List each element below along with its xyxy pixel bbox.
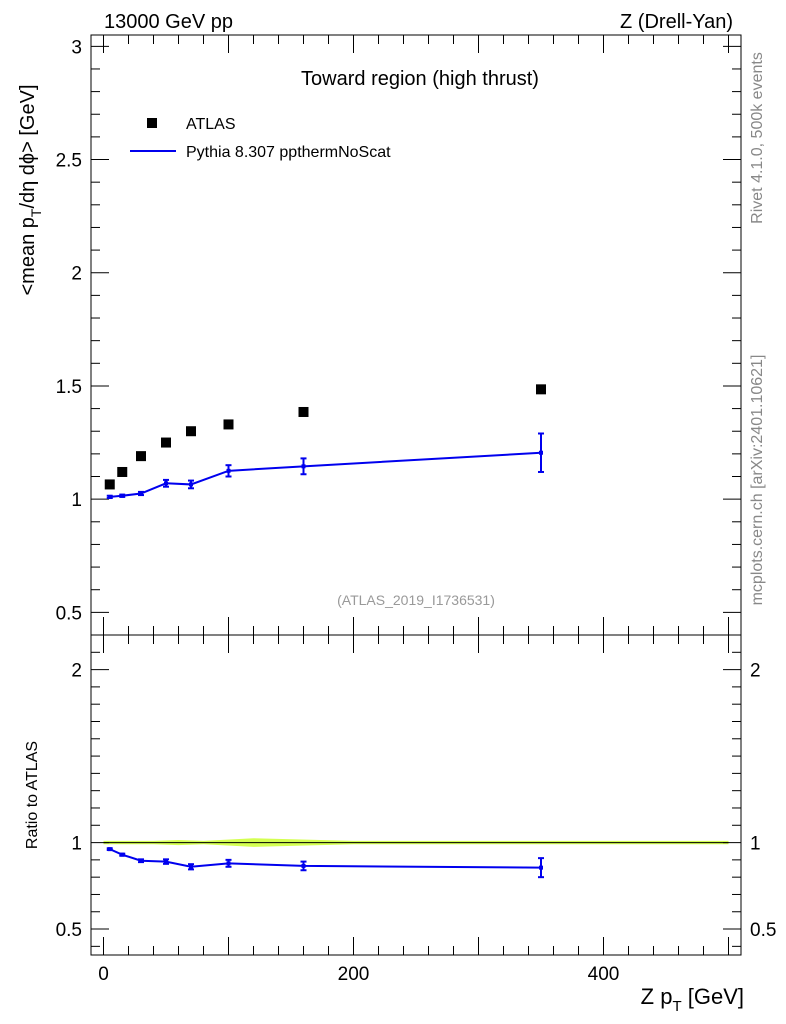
pythia-line — [109, 451, 542, 498]
ratio-point — [164, 859, 168, 864]
ratio-y-tick-label-right: 2 — [750, 661, 761, 682]
main-ylabel-part2: /dη dϕ> [GeV] — [17, 84, 39, 208]
ratio-y-tick-label-right: 1 — [750, 834, 761, 855]
mcplots-label: mcplots.cern.ch [arXiv:2401.10621] — [749, 355, 766, 606]
x-axis-label: Z pT [GeV] — [641, 984, 744, 1015]
energy-label: 13000 GeV pp — [104, 11, 233, 33]
ratio-point — [107, 847, 112, 852]
main-panel: 0.5 1 1.5 2 2.5 3 Toward region (high thrust)… — [17, 34, 742, 636]
ratio-frame — [90, 634, 742, 956]
legend-atlas-label: ATLAS — [186, 116, 236, 133]
main-ylabel-part1: <mean p — [17, 217, 39, 295]
main-x-ticks — [103, 35, 729, 635]
ratio-x-ticks: 0 200 400 — [98, 635, 729, 985]
main-y-tick-label: 2.5 — [56, 151, 82, 172]
atlas-point — [186, 426, 196, 437]
ratio-point — [539, 865, 543, 870]
ratio-y-tick-label: 2 — [71, 661, 82, 682]
ratio-series — [106, 847, 544, 879]
ratio-point — [139, 858, 143, 863]
atlas-point — [117, 466, 128, 477]
main-ylabel-sub: T — [28, 208, 44, 217]
mc-series — [106, 432, 544, 500]
atlas-point — [104, 479, 115, 490]
x-tick-label: 400 — [588, 964, 620, 985]
main-y-tick-label: 2 — [71, 264, 82, 285]
pythia-point — [226, 468, 231, 473]
main-y-tick-label: 3 — [71, 37, 82, 58]
ratio-line — [109, 848, 542, 869]
ratio-y-tick-label: 0.5 — [56, 920, 82, 941]
atlas-point — [161, 437, 171, 448]
atlas-point — [136, 451, 146, 462]
main-y-ticks: 0.5 1 1.5 2 2.5 3 — [56, 37, 741, 624]
xlabel-part2: [GeV] — [682, 984, 744, 1009]
x-tick-label: 0 — [98, 964, 109, 985]
ratio-point — [301, 863, 306, 868]
ratio-y-axis-label: Ratio to ATLAS — [24, 741, 41, 849]
main-y-tick-label: 1.5 — [56, 377, 82, 398]
ratio-y-tick-label: 1 — [71, 834, 82, 855]
xlabel-part1: Z p — [641, 984, 673, 1009]
xlabel-sub: T — [672, 998, 681, 1015]
pythia-point — [120, 493, 125, 498]
atlas-series — [104, 384, 546, 490]
rivet-label: Rivet 4.1.0, 500k events — [749, 52, 766, 224]
pythia-point — [139, 491, 143, 496]
atlas-point — [536, 384, 546, 395]
ratio-y-ticks: 0.5 0.5 1 1 2 2 — [56, 634, 776, 947]
pythia-point — [539, 450, 543, 455]
atlas-point — [223, 419, 234, 430]
ratio-y-tick-label-right: 0.5 — [750, 920, 776, 941]
main-y-tick-label: 1 — [71, 490, 82, 511]
x-tick-label: 200 — [338, 964, 370, 985]
legend: ATLAS Pythia 8.307 ppthermNoScat — [130, 116, 391, 161]
analysis-tag: (ATLAS_2019_I1736531) — [337, 592, 495, 608]
legend-pythia-label: Pythia 8.307 ppthermNoScat — [186, 144, 391, 161]
ratio-panel: 0.5 0.5 1 1 2 2 0 200 400 Ratio to ATLAS Z pT [… — [24, 634, 776, 1015]
chart-title: Toward region (high thrust) — [301, 68, 539, 90]
process-label: Z (Drell-Yan) — [620, 11, 733, 33]
ratio-point — [189, 864, 193, 869]
atlas-point — [298, 406, 309, 417]
ratio-point — [226, 861, 231, 866]
pythia-point — [189, 482, 193, 487]
main-y-tick-label: 0.5 — [56, 603, 82, 624]
ratio-point — [120, 852, 125, 857]
legend-atlas-marker — [147, 118, 157, 128]
main-y-axis-label: <mean pT/dη dϕ> [GeV] — [17, 84, 44, 295]
pythia-point — [107, 494, 112, 499]
pythia-point — [301, 464, 306, 469]
pythia-point — [164, 481, 168, 486]
